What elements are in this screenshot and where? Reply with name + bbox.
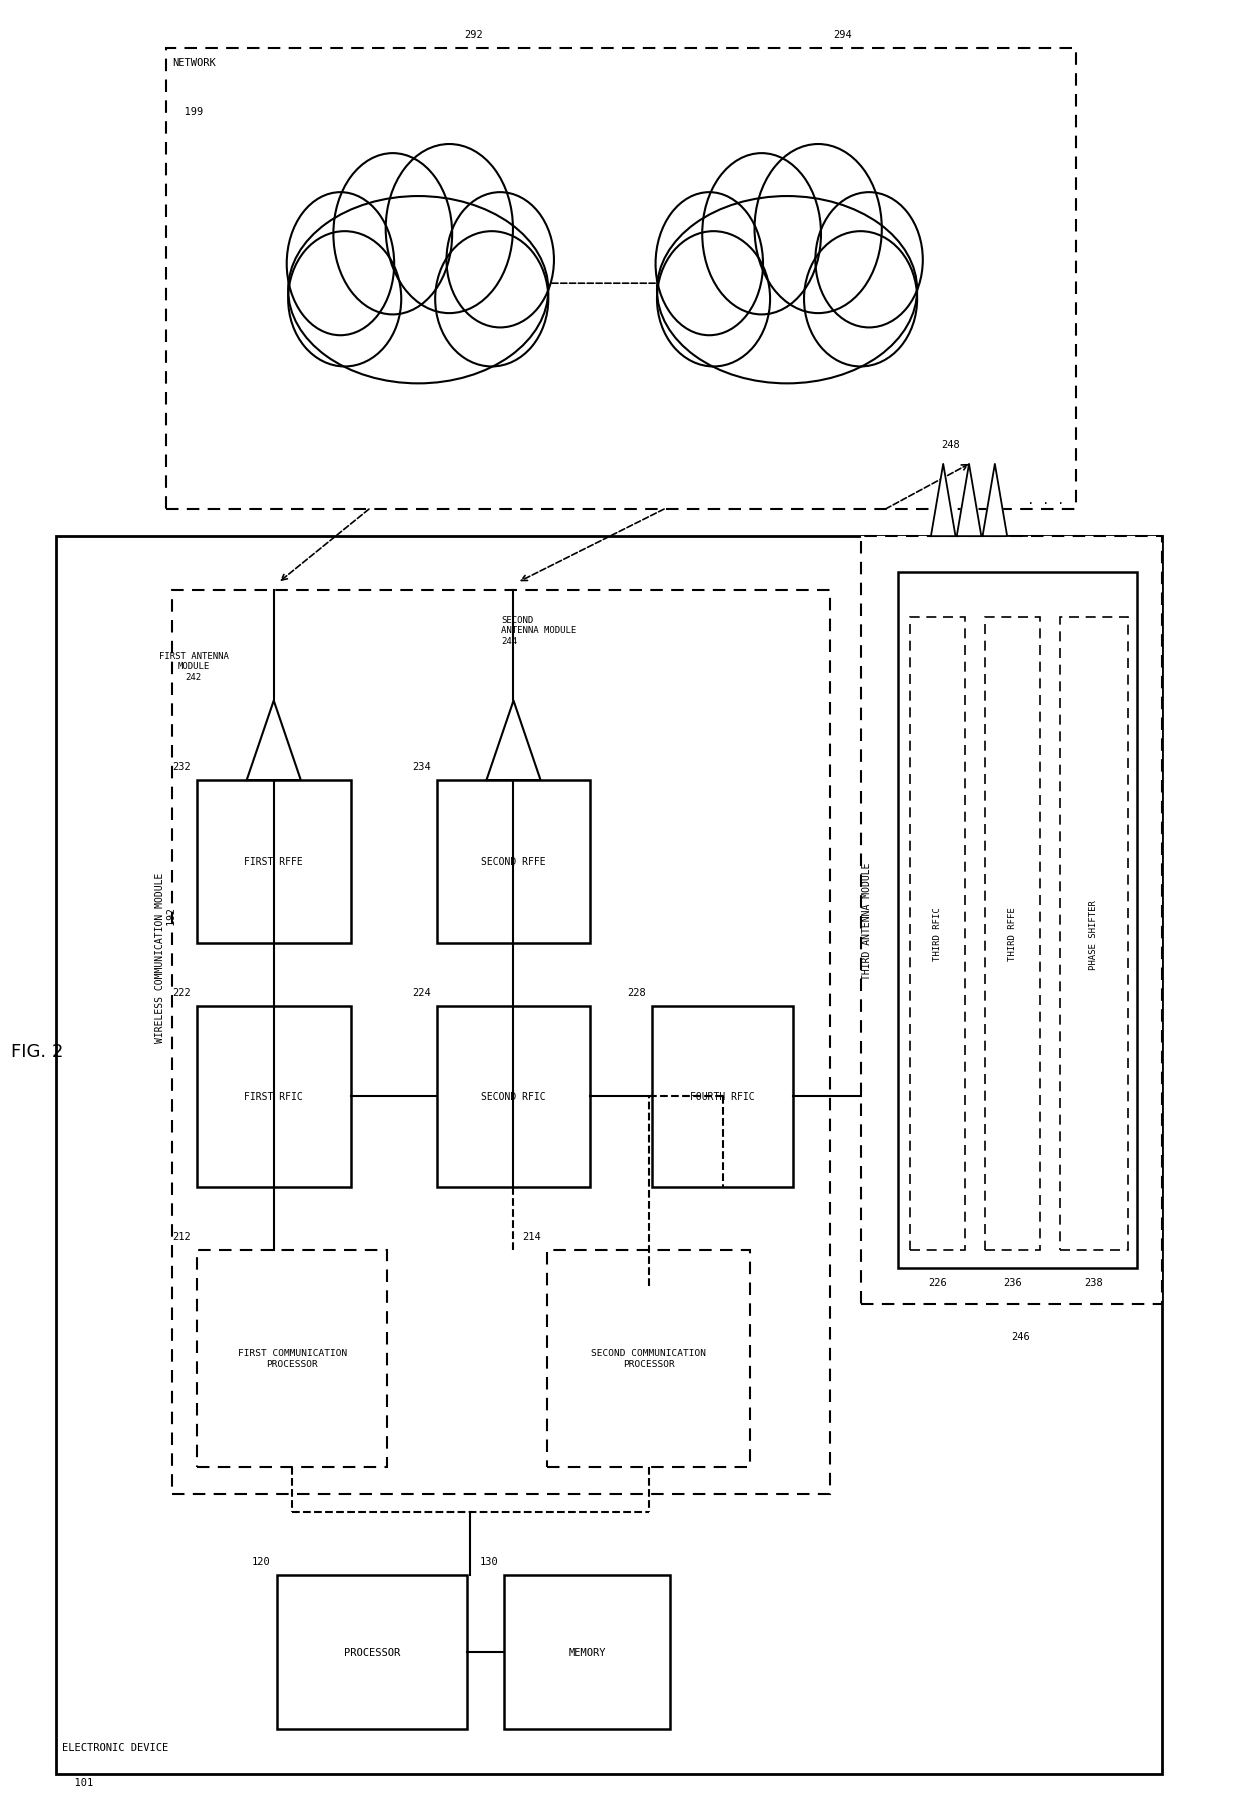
Polygon shape	[931, 464, 956, 537]
Polygon shape	[486, 702, 541, 780]
Text: FIRST NETWORK
(E.G. LEGACY NETWORK): FIRST NETWORK (E.G. LEGACY NETWORK)	[408, 210, 428, 323]
Bar	[436, 780, 590, 943]
Ellipse shape	[816, 192, 923, 328]
Ellipse shape	[446, 192, 554, 328]
Text: 120: 120	[252, 1556, 270, 1565]
Text: 236: 236	[1003, 1277, 1022, 1288]
Text: PROCESSOR: PROCESSOR	[343, 1647, 401, 1656]
Polygon shape	[957, 464, 981, 537]
Text: MEMORY: MEMORY	[568, 1647, 606, 1656]
Ellipse shape	[755, 145, 882, 314]
Ellipse shape	[656, 192, 763, 336]
Text: 199: 199	[172, 107, 203, 118]
Text: FOURTH RFIC: FOURTH RFIC	[691, 1092, 755, 1101]
Text: SECOND NETWORK
(E.G. 5G NETWORK): SECOND NETWORK (E.G. 5G NETWORK)	[777, 219, 797, 312]
Text: FIG. 2: FIG. 2	[11, 1043, 63, 1061]
Bar	[277, 1575, 467, 1729]
Text: 222: 222	[172, 987, 191, 998]
Ellipse shape	[288, 198, 548, 385]
Ellipse shape	[657, 198, 918, 385]
Ellipse shape	[804, 232, 918, 366]
Ellipse shape	[386, 145, 513, 314]
Bar	[172, 591, 830, 1495]
Text: 130: 130	[480, 1556, 498, 1565]
Text: SECOND RFIC: SECOND RFIC	[481, 1092, 546, 1101]
Text: SECOND
ANTENNA MODULE
244: SECOND ANTENNA MODULE 244	[501, 615, 577, 646]
Text: FIRST RFIC: FIRST RFIC	[244, 1092, 303, 1101]
Bar	[197, 1250, 387, 1468]
Bar	[910, 619, 966, 1250]
Text: 224: 224	[412, 987, 430, 998]
Text: . . .: . . .	[1027, 493, 1064, 508]
Text: FIRST RFFE: FIRST RFFE	[244, 856, 303, 867]
Text: SECOND RFFE: SECOND RFFE	[481, 856, 546, 867]
Ellipse shape	[657, 232, 770, 366]
Text: 212: 212	[172, 1232, 191, 1241]
Text: THIRD ANTENNA MODULE: THIRD ANTENNA MODULE	[862, 862, 872, 980]
Text: WIRELESS COMMUNICATION MODULE
              192: WIRELESS COMMUNICATION MODULE 192	[155, 873, 177, 1043]
Bar	[436, 1007, 590, 1186]
Text: ELECTRONIC DEVICE: ELECTRONIC DEVICE	[62, 1741, 167, 1752]
Text: 228: 228	[627, 987, 646, 998]
Bar	[898, 573, 1137, 1268]
Polygon shape	[982, 464, 1007, 537]
Bar	[547, 1250, 750, 1468]
Text: 294: 294	[833, 31, 852, 40]
Text: 226: 226	[929, 1277, 947, 1288]
Ellipse shape	[334, 154, 453, 316]
Bar	[56, 537, 1162, 1774]
Bar	[1060, 619, 1127, 1250]
Bar	[861, 537, 1162, 1304]
Text: 248: 248	[941, 441, 960, 450]
Text: NETWORK: NETWORK	[172, 58, 216, 69]
Ellipse shape	[288, 232, 402, 366]
Text: THIRD RFFE: THIRD RFFE	[1008, 907, 1017, 961]
Ellipse shape	[702, 154, 821, 316]
Bar	[985, 619, 1040, 1250]
Polygon shape	[247, 702, 301, 780]
Text: 246: 246	[1012, 1331, 1030, 1341]
Text: 234: 234	[412, 762, 430, 771]
Bar	[505, 1575, 671, 1729]
Text: FIRST COMMUNICATION
PROCESSOR: FIRST COMMUNICATION PROCESSOR	[238, 1350, 347, 1368]
Text: PHASE SHIFTER: PHASE SHIFTER	[1089, 900, 1099, 969]
Ellipse shape	[435, 232, 548, 366]
Text: THIRD RFIC: THIRD RFIC	[934, 907, 942, 961]
Bar	[197, 1007, 351, 1186]
Text: FIRST ANTENNA
MODULE
242: FIRST ANTENNA MODULE 242	[159, 651, 228, 682]
Bar	[652, 1007, 794, 1186]
Text: SECOND COMMUNICATION
PROCESSOR: SECOND COMMUNICATION PROCESSOR	[591, 1350, 707, 1368]
Bar	[197, 780, 351, 943]
Ellipse shape	[286, 192, 394, 336]
Bar	[166, 49, 1076, 510]
Text: 101: 101	[62, 1778, 93, 1787]
Text: 232: 232	[172, 762, 191, 771]
Text: 238: 238	[1085, 1277, 1104, 1288]
Text: 214: 214	[522, 1232, 541, 1241]
Text: 292: 292	[464, 31, 482, 40]
